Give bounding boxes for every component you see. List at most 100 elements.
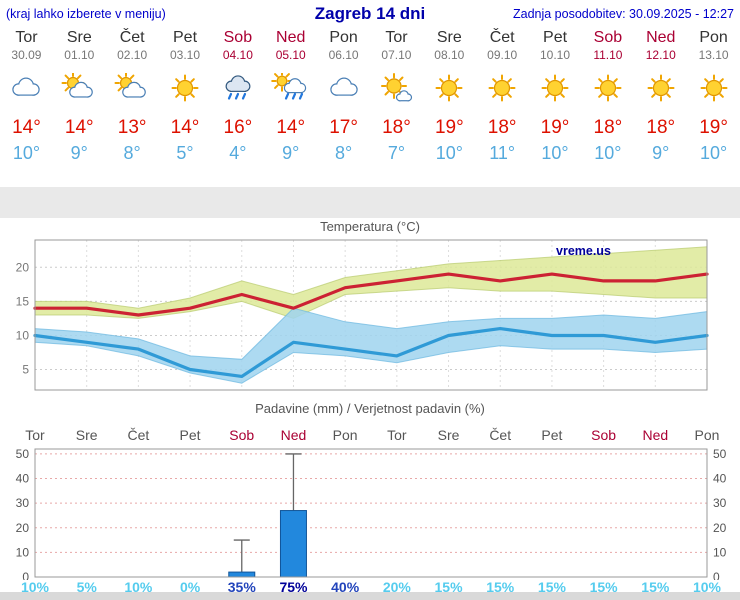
svg-text:20: 20 [16, 521, 30, 535]
precip-probability: 20% [382, 579, 411, 595]
day-date: 08.10 [434, 48, 465, 62]
precip-probability: 15% [641, 579, 670, 595]
min-temperature: 10° [12, 143, 41, 163]
cloudy-icon [329, 77, 358, 96]
max-temperature: 19° [699, 117, 728, 138]
day-column: Tor 30.09 14° 10° [0, 29, 53, 165]
max-temperature: 18° [646, 117, 676, 138]
precip-probability: 15% [589, 579, 618, 595]
svg-text:30: 30 [713, 496, 727, 510]
weather-icon-slot [634, 73, 687, 109]
day-name: Sre [436, 29, 462, 46]
day-column: Čet 02.10 13° 8° [106, 29, 159, 165]
min-temperature: 9° [70, 143, 88, 163]
sunny-icon [171, 74, 199, 102]
precip-probability: 75% [279, 579, 308, 595]
sunny-icon [647, 74, 675, 102]
day-date: 30.09 [11, 48, 42, 62]
day-name: Čet [489, 29, 515, 46]
min-temperature: 9° [652, 143, 670, 163]
precip-probability: 10% [692, 579, 722, 595]
precip-probability: 40% [331, 579, 360, 595]
min-temperature: 10° [541, 143, 569, 163]
precipitation-bar [279, 510, 307, 578]
precip-day-label: Ned [280, 427, 307, 443]
svg-text:10: 10 [16, 545, 30, 559]
bottom-bar [0, 592, 740, 600]
max-temperature: 16° [223, 117, 253, 138]
precip-day-label: Pon [694, 427, 720, 443]
precip-day-label: Sre [75, 427, 98, 443]
weather-icon-slot [264, 70, 317, 109]
precipitation-probability-row: 10% 5% 10% 0% 35% 75% 40% 20% 15% 15% 15% 15% 15% 10% [0, 579, 740, 595]
precip-day-label: Tor [25, 427, 45, 443]
svg-text:0: 0 [22, 570, 29, 580]
menu-hint-note: (kraj lahko izberete v meniju) [6, 7, 166, 21]
max-temperature: 14° [276, 117, 306, 138]
day-name: Pon [329, 29, 358, 46]
weather-icon-slot [581, 73, 634, 109]
day-column: Pet 03.10 14° 5° [159, 29, 212, 165]
day-date: 01.10 [64, 48, 95, 62]
weather-icon-slot [317, 73, 370, 109]
sun-shower-icon [270, 70, 306, 100]
precipitation-bar [228, 571, 256, 578]
day-date: 05.10 [275, 48, 306, 62]
partly-cloudy-icon [61, 71, 94, 98]
day-name: Pet [543, 29, 568, 46]
rain-icon [225, 75, 251, 100]
day-date: 04.10 [222, 48, 253, 62]
precip-day-label: Čet [489, 427, 512, 443]
precip-day-label: Pet [541, 427, 563, 443]
partly-cloudy-icon [114, 71, 146, 98]
last-updated-text: Zadnja posodobitev: 30.09.2025 - 12:27 [512, 7, 734, 21]
day-column: Tor 07.10 18° 7° [370, 29, 423, 165]
svg-text:20: 20 [16, 260, 30, 274]
weather-icon-slot [687, 73, 740, 109]
weather-icon-slot [529, 73, 582, 109]
precip-probability: 10% [20, 579, 50, 595]
max-temperature: 14° [64, 117, 94, 138]
min-temperature: 8° [334, 143, 353, 163]
day-date: 09.10 [487, 48, 518, 62]
day-name: Sob [223, 29, 253, 46]
min-temperature: 11° [489, 143, 516, 163]
day-column: Čet 09.10 18° 11° [476, 29, 529, 165]
max-temperature: 19° [540, 117, 570, 138]
day-column: Pon 06.10 17° 8° [317, 29, 370, 165]
watermark-text: vreme.us [556, 244, 611, 258]
max-temperature: 18° [593, 117, 623, 138]
max-temperature: 18° [487, 117, 517, 138]
mostly-sunny-icon [381, 73, 413, 102]
max-temperature: 18° [382, 117, 411, 138]
precip-day-label: Tor [387, 427, 407, 443]
weather-icon-slot [0, 73, 53, 109]
day-date: 13.10 [698, 48, 729, 62]
svg-text:5: 5 [22, 363, 29, 377]
svg-text:50: 50 [713, 447, 727, 461]
min-temperature: 8° [123, 143, 141, 163]
min-temperature: 9° [282, 143, 300, 163]
weather-icon-slot [476, 73, 529, 109]
tmax-line [33, 272, 709, 317]
precip-probability: 0% [179, 579, 201, 595]
day-name: Čet [119, 29, 145, 46]
day-date: 06.10 [328, 48, 359, 62]
weather-icon-slot [159, 73, 212, 109]
max-temperature: 19° [434, 117, 464, 138]
svg-text:15: 15 [16, 294, 30, 308]
precip-probability: 35% [227, 579, 256, 595]
svg-text:0: 0 [713, 570, 720, 580]
precipitation-day-labels: Tor Sre Čet Pet Sob Ned Pon Tor Sre Čet Pet Sob Ned P… [0, 427, 740, 443]
day-name: Sre [66, 29, 92, 46]
precip-day-label: Pon [332, 427, 358, 443]
max-temperature: 17° [329, 117, 358, 138]
weather-icon-slot [370, 73, 423, 109]
day-date: 12.10 [645, 48, 676, 62]
min-temperature: 4° [229, 143, 247, 163]
svg-text:30: 30 [16, 496, 30, 510]
min-temperature: 10° [435, 143, 463, 163]
precip-probability: 10% [124, 579, 153, 595]
day-name: Ned [276, 29, 306, 46]
day-date: 11.10 [593, 48, 623, 62]
